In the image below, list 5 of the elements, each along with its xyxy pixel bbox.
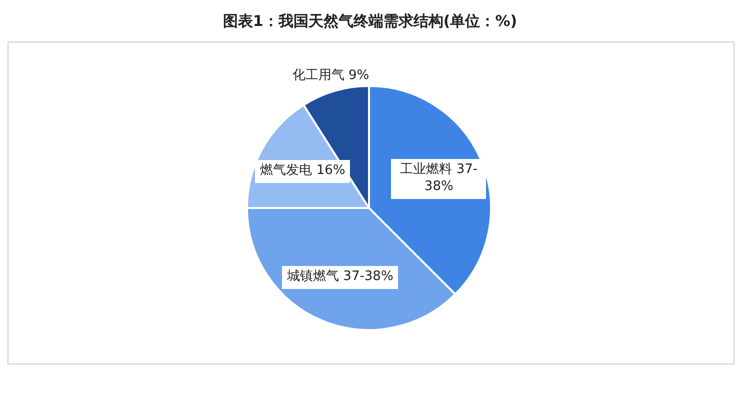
slice-label: 城镇燃气 37-38% (282, 266, 398, 290)
slice-label: 工业燃料 37-38% (391, 159, 486, 199)
slice-label: 化工用气 9% (292, 68, 370, 86)
chart-title: 图表1：我国天然气终端需求结构(单位：%) (222, 12, 518, 30)
slice-label: 燃气发电 16% (255, 160, 350, 183)
